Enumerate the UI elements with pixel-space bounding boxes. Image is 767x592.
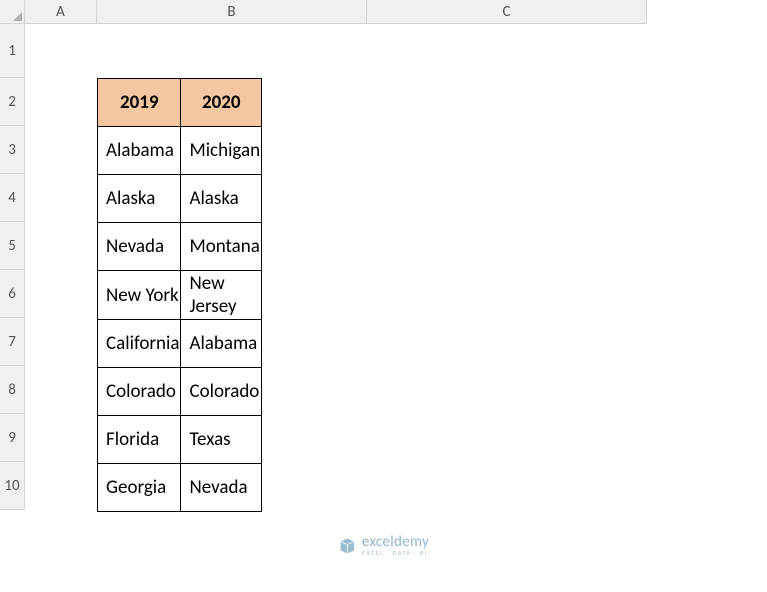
watermark-sub: EXCEL · DATA · BI: [362, 550, 429, 556]
cell-b9[interactable]: Florida: [98, 416, 181, 464]
row-header-2[interactable]: 2: [0, 78, 25, 126]
cell-c6[interactable]: New Jersey: [181, 271, 262, 320]
spreadsheet: A B C 1 2 3 4 5 6 7 8 9 10 2019 2020: [0, 0, 767, 510]
cell-b3[interactable]: Alabama: [98, 127, 181, 175]
row-header-10[interactable]: 10: [0, 462, 25, 510]
cell-c5[interactable]: Montana: [181, 223, 262, 271]
row-header-8[interactable]: 8: [0, 366, 25, 414]
row-header-5[interactable]: 5: [0, 222, 25, 270]
cell-b7[interactable]: California: [98, 320, 181, 368]
table-row: Nevada Montana: [98, 223, 262, 271]
table-row: Alaska Alaska: [98, 175, 262, 223]
cell-c4[interactable]: Alaska: [181, 175, 262, 223]
cell-b6[interactable]: New York: [98, 271, 181, 320]
column-headers-row: A B C: [0, 0, 767, 24]
exceldemy-logo-icon: [338, 537, 356, 555]
header-2019[interactable]: 2019: [98, 79, 181, 127]
watermark-brand: exceldemy: [362, 535, 429, 550]
cell-c9[interactable]: Texas: [181, 416, 262, 464]
row-headers-column: 1 2 3 4 5 6 7 8 9 10: [0, 24, 25, 510]
cell-b4[interactable]: Alaska: [98, 175, 181, 223]
watermark: exceldemy EXCEL · DATA · BI: [338, 535, 429, 556]
cell-c10[interactable]: Nevada: [181, 464, 262, 512]
cell-b8[interactable]: Colorado: [98, 368, 181, 416]
table-row: California Alabama: [98, 320, 262, 368]
table-header-row: 2019 2020: [98, 79, 262, 127]
main-grid-area: 1 2 3 4 5 6 7 8 9 10 2019 2020 Al: [0, 24, 767, 510]
select-all-corner[interactable]: [0, 0, 25, 24]
cell-c8[interactable]: Colorado: [181, 368, 262, 416]
row-header-9[interactable]: 9: [0, 414, 25, 462]
column-header-b[interactable]: B: [97, 0, 367, 24]
table-row: Colorado Colorado: [98, 368, 262, 416]
column-header-a[interactable]: A: [25, 0, 97, 24]
watermark-text: exceldemy EXCEL · DATA · BI: [362, 535, 429, 556]
table-row: Alabama Michigan: [98, 127, 262, 175]
row-header-4[interactable]: 4: [0, 174, 25, 222]
table-row: Georgia Nevada: [98, 464, 262, 512]
select-all-icon: [13, 12, 22, 21]
row-header-7[interactable]: 7: [0, 318, 25, 366]
row-header-3[interactable]: 3: [0, 126, 25, 174]
row-header-1[interactable]: 1: [0, 24, 25, 78]
column-header-c[interactable]: C: [367, 0, 647, 24]
table-row: New York New Jersey: [98, 271, 262, 320]
cell-b5[interactable]: Nevada: [98, 223, 181, 271]
row-header-6[interactable]: 6: [0, 270, 25, 318]
data-table: 2019 2020 Alabama Michigan Alaska Alaska…: [97, 78, 262, 512]
cell-b10[interactable]: Georgia: [98, 464, 181, 512]
cell-c3[interactable]: Michigan: [181, 127, 262, 175]
table-row: Florida Texas: [98, 416, 262, 464]
cell-c7[interactable]: Alabama: [181, 320, 262, 368]
header-2020[interactable]: 2020: [181, 79, 262, 127]
